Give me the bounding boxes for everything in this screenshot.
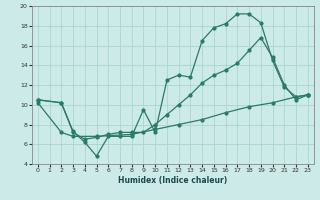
X-axis label: Humidex (Indice chaleur): Humidex (Indice chaleur) <box>118 176 228 185</box>
